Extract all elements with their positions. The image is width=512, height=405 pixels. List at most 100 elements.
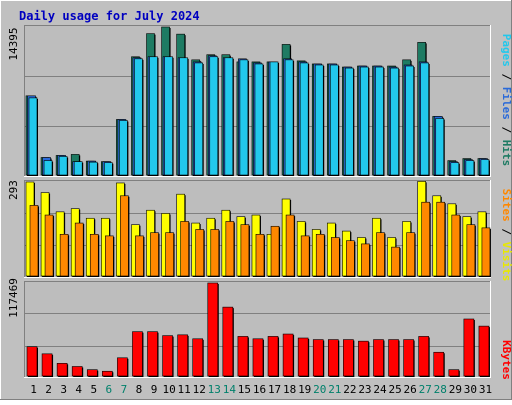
legend-sites: Sites — [500, 189, 512, 222]
kbytes-bar — [282, 333, 294, 377]
sites-bar — [225, 221, 235, 277]
kbytes-bar — [448, 369, 460, 377]
pages-bar — [480, 159, 490, 176]
sites-bar — [240, 224, 250, 277]
sites-bar — [180, 221, 189, 277]
pages-bar — [58, 156, 68, 176]
pages-bar — [119, 120, 128, 176]
sites-bar — [451, 214, 461, 277]
day-label: 12 — [193, 383, 206, 396]
kbytes-bar — [297, 337, 309, 377]
kbytes-bar — [56, 363, 68, 377]
kbytes-bar — [86, 369, 98, 377]
legend-files: Files — [500, 87, 512, 120]
pages-bar — [269, 61, 279, 176]
hits-legend: Pages / Files / Hits — [500, 34, 512, 167]
kbytes-bar — [147, 331, 158, 377]
day-label: 20 — [313, 383, 326, 396]
sites-bar — [406, 232, 415, 277]
sites-bar — [466, 224, 476, 277]
day-label: 26 — [404, 383, 417, 396]
sites-bar — [361, 243, 370, 277]
x-axis-day-labels: 1 2 3 4 5 6 7 8 9 10 11 12 13 14 15 16 17 18 19 20 21 22 23 24 2… — [30, 383, 492, 396]
day-label: 8 — [136, 383, 143, 396]
day-label: 17 — [268, 383, 281, 396]
sites-bar — [315, 233, 325, 277]
kbytes-bar — [71, 366, 83, 377]
sites-bar — [135, 235, 144, 277]
legend-pages: Pages — [500, 34, 512, 67]
kbytes-bar — [403, 339, 414, 377]
pages-bar — [345, 67, 354, 176]
day-label: 1 — [30, 383, 37, 396]
kbytes-bar — [117, 357, 128, 377]
pages-bar — [465, 160, 475, 176]
day-label: 28 — [434, 383, 447, 396]
sites-bar — [44, 214, 54, 277]
pages-bar — [73, 161, 83, 176]
kbytes-bar — [26, 346, 38, 377]
sites-bar — [74, 222, 84, 277]
hits-ymax-label: 14395 — [7, 27, 20, 60]
pages-bar — [390, 67, 399, 176]
day-label: 23 — [358, 383, 371, 396]
sites-bar — [270, 225, 280, 277]
kbytes-bar — [222, 306, 234, 377]
sites-bar — [300, 235, 310, 277]
day-label: 10 — [162, 383, 175, 396]
sites-bar — [346, 240, 355, 277]
pages-bar — [149, 56, 158, 176]
day-label: 4 — [75, 383, 82, 396]
sites-bar — [210, 229, 220, 277]
legend-separator: / — [500, 67, 512, 87]
kbytes-panel — [24, 281, 491, 378]
day-label: 22 — [343, 383, 356, 396]
sites-bar — [165, 232, 174, 277]
day-label: 30 — [464, 383, 477, 396]
legend-visits: Visits — [500, 242, 512, 282]
sites-bar — [436, 201, 446, 277]
pages-bar — [420, 62, 429, 176]
kbytes-bar — [252, 338, 264, 377]
kbytes-bar — [102, 370, 113, 377]
pages-bar — [254, 63, 264, 176]
kbytes-bar — [207, 282, 219, 377]
day-label: 21 — [328, 383, 341, 396]
kbytes-bar — [433, 351, 445, 377]
day-label: 19 — [298, 383, 311, 396]
kbytes-bar — [177, 334, 188, 377]
day-label: 6 — [106, 383, 113, 396]
pages-bar — [43, 160, 53, 176]
pages-bar — [284, 59, 294, 176]
kbytes-bar — [358, 340, 369, 377]
kbytes-bar — [463, 318, 475, 377]
kbytes-bar — [388, 339, 399, 377]
pages-bar — [194, 62, 204, 176]
pages-bar — [314, 64, 324, 176]
day-label: 3 — [60, 383, 67, 396]
day-label: 15 — [238, 383, 251, 396]
day-label: 27 — [419, 383, 432, 396]
legend-separator: / — [500, 120, 512, 140]
day-label: 16 — [253, 383, 266, 396]
day-label: 18 — [283, 383, 296, 396]
pages-bar — [179, 57, 188, 176]
kbytes-ymax-label: 117469 — [7, 278, 20, 318]
kbytes-bar — [327, 339, 339, 377]
kbytes-bar — [312, 339, 324, 377]
day-label: 11 — [178, 383, 191, 396]
kbytes-legend: KBytes — [500, 340, 512, 380]
day-label: 25 — [388, 383, 401, 396]
sites-bar — [285, 214, 295, 277]
sites-bar — [481, 227, 491, 277]
pages-bar — [299, 62, 309, 176]
sites-bar — [105, 235, 114, 277]
sites-bar — [120, 195, 129, 277]
chart-title: Daily usage for July 2024 — [19, 9, 200, 23]
pages-bar — [28, 97, 38, 176]
pages-bar — [239, 59, 249, 176]
pages-bar — [375, 66, 384, 176]
kbytes-bar — [418, 336, 429, 377]
